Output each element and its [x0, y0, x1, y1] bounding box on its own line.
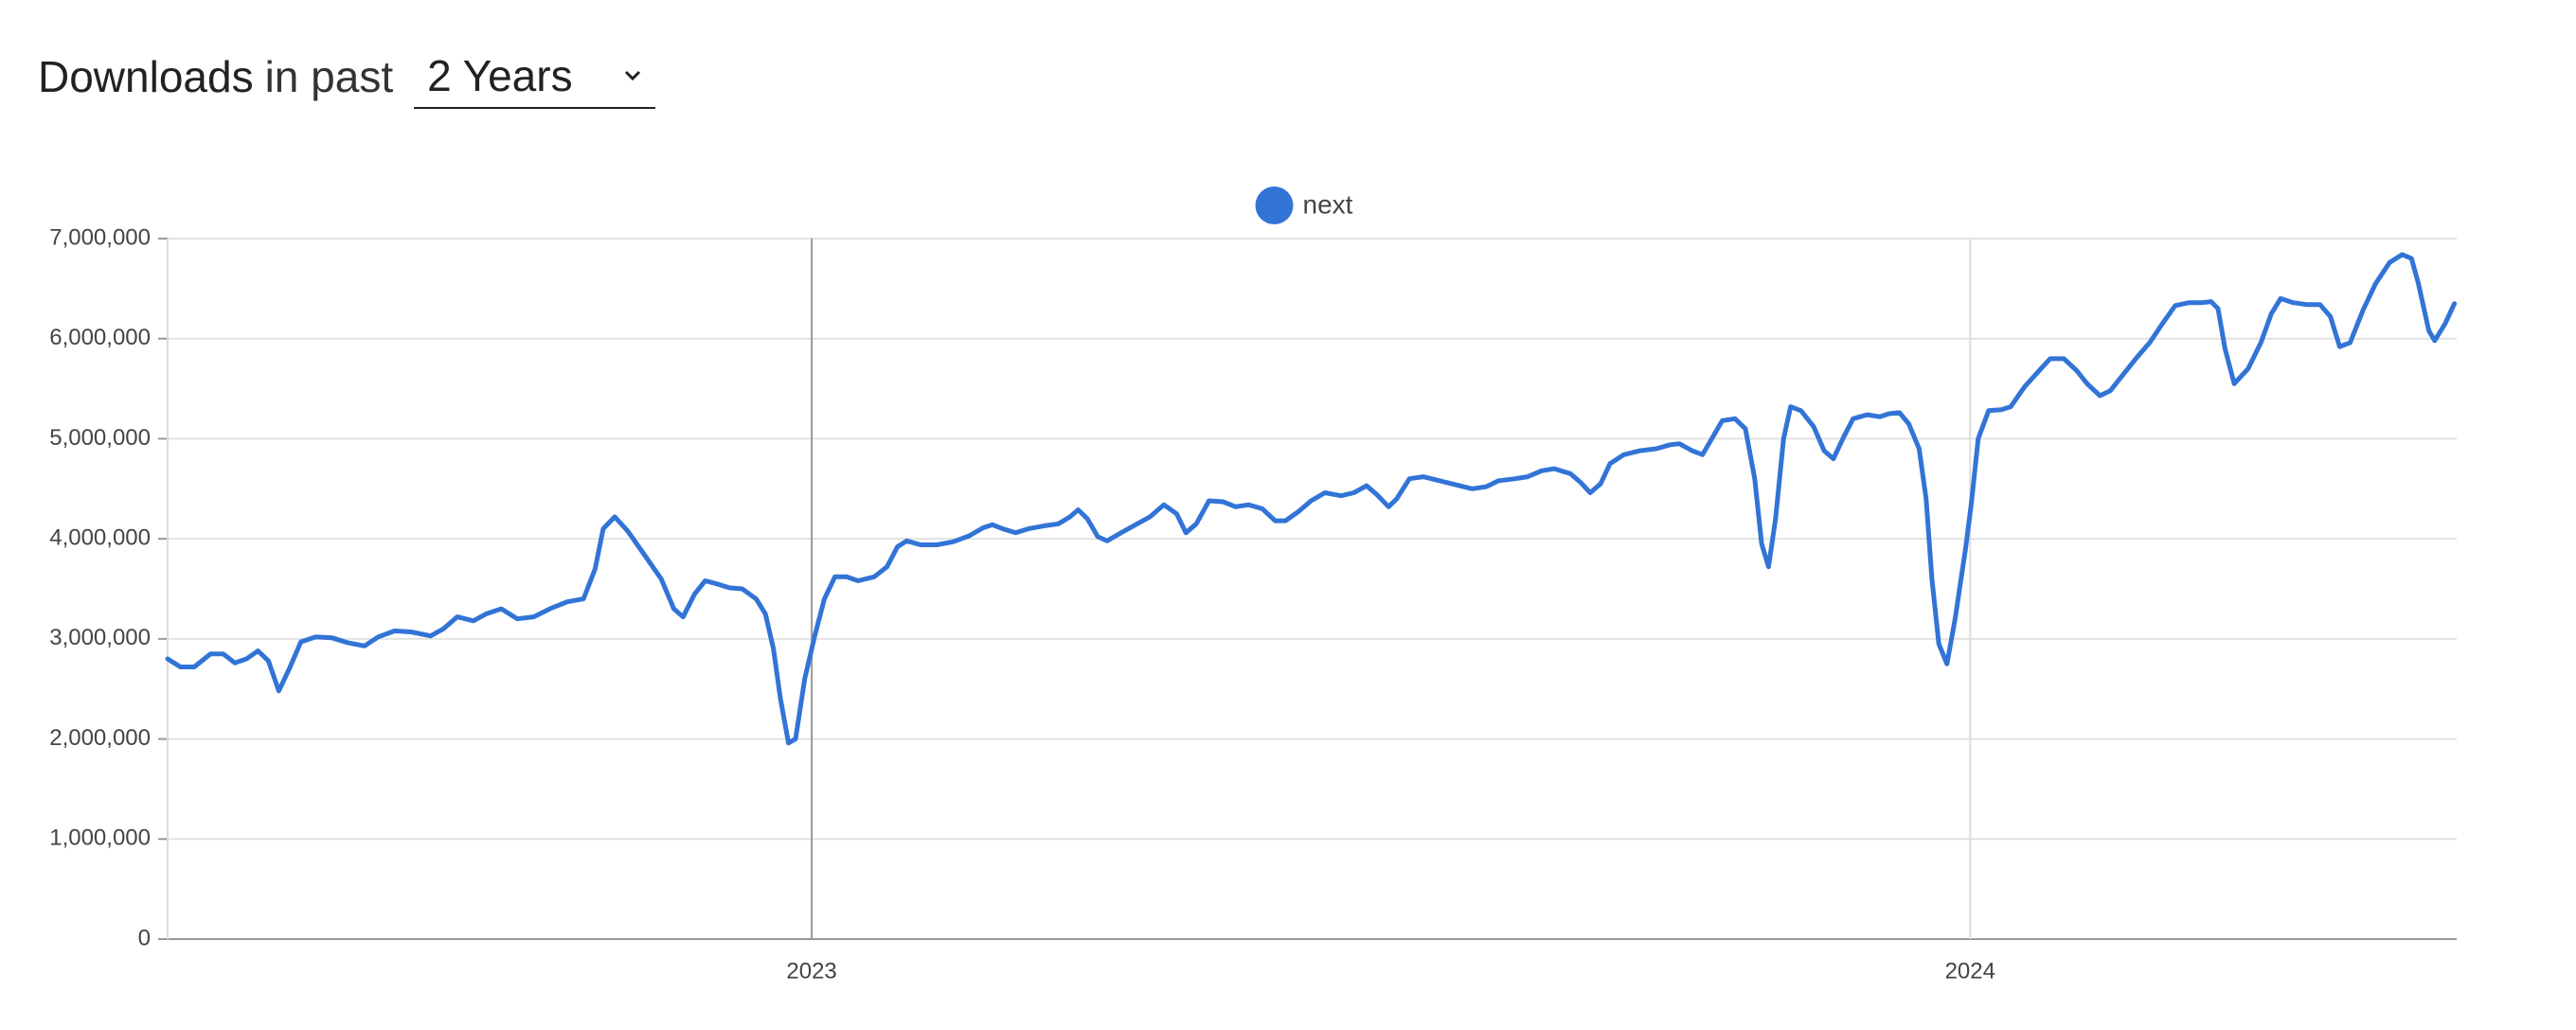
y-tick-label: 0 [138, 925, 151, 950]
line [165, 252, 2458, 746]
x-tick-label: 2024 [1945, 958, 1995, 984]
title: Downloads [38, 52, 254, 101]
period-value: 2 Years [427, 51, 573, 100]
subtitle: in past [264, 52, 394, 101]
y-tick-label: 3,000,000 [49, 625, 151, 650]
y-tick-label: 5,000,000 [49, 425, 151, 451]
header: Downloads in past 2 Years [38, 44, 656, 110]
period-select[interactable]: 2 Years [414, 44, 656, 109]
y-tick-label: 7,000,000 [49, 224, 151, 250]
y-tick-label: 1,000,000 [49, 826, 151, 851]
legend-marker [1255, 186, 1294, 224]
y-tick-label: 4,000,000 [49, 524, 151, 550]
y-tick-label: 2,000,000 [49, 725, 151, 751]
legend-label: next [1303, 189, 1353, 219]
y-tick-label: 6,000,000 [49, 325, 151, 350]
chevron [625, 70, 641, 81]
x-tick-label: 2023 [786, 958, 836, 984]
